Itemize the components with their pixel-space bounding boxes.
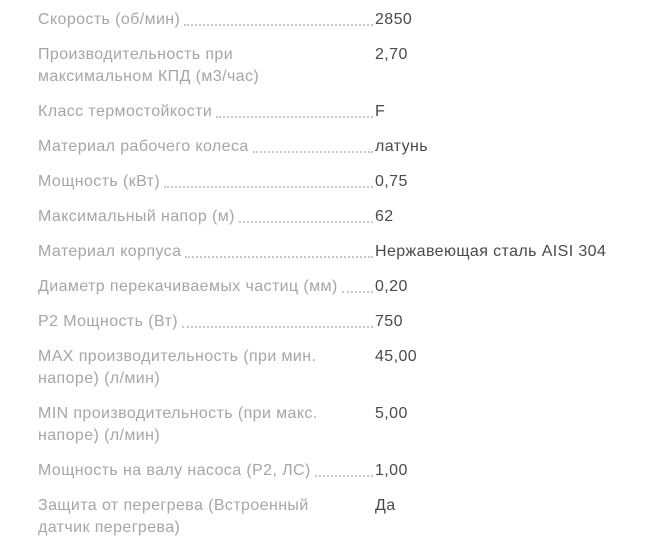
spec-value: 0,75 bbox=[375, 173, 408, 190]
spec-row: MAX производительность (при мин. напоре)… bbox=[38, 346, 639, 390]
spec-row-left: P2 Мощность (Вт) bbox=[38, 311, 375, 333]
spec-row-left: Класс термостойкости bbox=[38, 101, 375, 123]
spec-label: P2 Мощность (Вт) bbox=[38, 313, 178, 330]
spec-row-left: Производительность при максимальном КПД … bbox=[38, 44, 375, 88]
spec-row: Класс термостойкости F bbox=[38, 101, 639, 123]
spec-row: Диаметр перекачиваемых частиц (мм) 0,20 bbox=[38, 276, 639, 298]
spec-value: 750 bbox=[375, 313, 403, 330]
spec-row-left: Диаметр перекачиваемых частиц (мм) bbox=[38, 276, 375, 298]
spec-row: MIN производительность (при макс. напоре… bbox=[38, 403, 639, 447]
spec-row: Материал рабочего колеса латунь bbox=[38, 136, 639, 158]
spec-row: Максимальный напор (м) 62 bbox=[38, 206, 639, 228]
dot-leader bbox=[252, 151, 373, 153]
spec-label: Материал корпуса bbox=[38, 243, 182, 260]
spec-row-left: Защита от перегрева (Встроенный датчик п… bbox=[38, 495, 375, 539]
spec-value: 45,00 bbox=[375, 348, 418, 365]
spec-list: Скорость (об/мин) 2850 Производительност… bbox=[38, 9, 639, 539]
spec-value: 5,00 bbox=[375, 405, 408, 422]
spec-label: Скорость (об/мин) bbox=[38, 11, 181, 28]
spec-label: MIN производительность (при макс. напоре… bbox=[38, 405, 318, 444]
spec-row: Производительность при максимальном КПД … bbox=[38, 44, 639, 88]
spec-row: Скорость (об/мин) 2850 bbox=[38, 9, 639, 31]
spec-row: Мощность (кВт) 0,75 bbox=[38, 171, 639, 193]
spec-value: латунь bbox=[375, 138, 428, 155]
dot-leader bbox=[164, 186, 373, 188]
spec-row: Материал корпуса Нержавеющая сталь AISI … bbox=[38, 241, 639, 263]
spec-label: Мощность на валу насоса (P2, ЛС) bbox=[38, 462, 311, 479]
dot-leader bbox=[314, 475, 373, 477]
spec-value: Да bbox=[375, 497, 396, 514]
spec-value: 2,70 bbox=[375, 46, 408, 63]
spec-row-left: Максимальный напор (м) bbox=[38, 206, 375, 228]
spec-row-left: MIN производительность (при макс. напоре… bbox=[38, 403, 375, 447]
spec-label: Защита от перегрева (Встроенный датчик п… bbox=[38, 497, 309, 536]
spec-label: Максимальный напор (м) bbox=[38, 208, 235, 225]
spec-row-left: Материал корпуса bbox=[38, 241, 375, 263]
spec-value: 0,20 bbox=[375, 278, 408, 295]
spec-row-left: Мощность (кВт) bbox=[38, 171, 375, 193]
dot-leader bbox=[341, 291, 373, 293]
dot-leader bbox=[185, 256, 373, 258]
spec-row-left: Скорость (об/мин) bbox=[38, 9, 375, 31]
spec-value: F bbox=[375, 103, 386, 120]
spec-value: 2850 bbox=[375, 11, 413, 28]
spec-row: Мощность на валу насоса (P2, ЛС) 1,00 bbox=[38, 460, 639, 482]
spec-label: MAX производительность (при мин. напоре)… bbox=[38, 348, 317, 387]
spec-label: Диаметр перекачиваемых частиц (мм) bbox=[38, 278, 338, 295]
spec-row-left: MAX производительность (при мин. напоре)… bbox=[38, 346, 375, 390]
spec-row-left: Материал рабочего колеса bbox=[38, 136, 375, 158]
spec-value: 1,00 bbox=[375, 462, 408, 479]
spec-row: P2 Мощность (Вт) 750 bbox=[38, 311, 639, 333]
dot-leader bbox=[181, 326, 373, 328]
spec-row-left: Мощность на валу насоса (P2, ЛС) bbox=[38, 460, 375, 482]
dot-leader bbox=[238, 221, 373, 223]
spec-label: Мощность (кВт) bbox=[38, 173, 161, 190]
spec-row: Защита от перегрева (Встроенный датчик п… bbox=[38, 495, 639, 539]
dot-leader bbox=[216, 116, 373, 118]
spec-value: 62 bbox=[375, 208, 394, 225]
dot-leader bbox=[184, 24, 373, 26]
spec-label: Класс термостойкости bbox=[38, 103, 213, 120]
spec-value: Нержавеющая сталь AISI 304 bbox=[375, 243, 607, 260]
spec-label: Производительность при максимальном КПД … bbox=[38, 46, 260, 85]
spec-label: Материал рабочего колеса bbox=[38, 138, 249, 155]
